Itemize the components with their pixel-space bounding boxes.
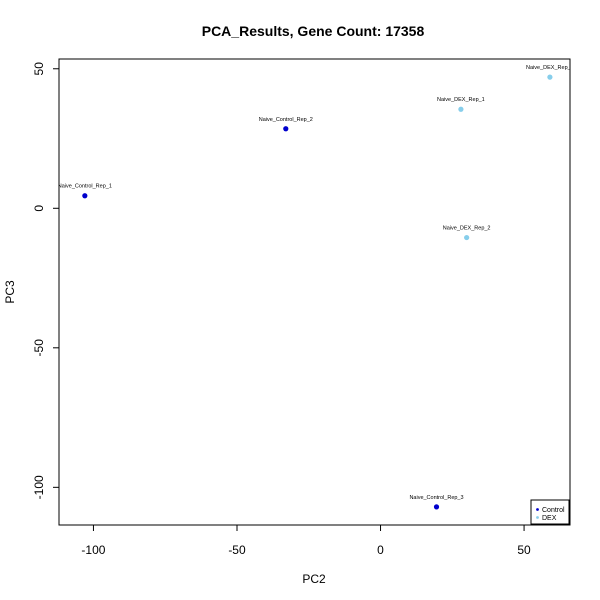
data-point (82, 193, 88, 199)
chart-title: PCA_Results, Gene Count: 17358 (202, 23, 425, 39)
x-axis: -100 -50 0 50 (81, 524, 531, 557)
point-label: Naive_Control_Rep_2 (259, 117, 313, 123)
legend-marker (536, 516, 539, 519)
legend-box (530, 499, 570, 525)
x-tick-label: 50 (517, 543, 531, 557)
legend-label: Control (542, 507, 565, 514)
point-label: Naive_Control_Rep_3 (409, 495, 463, 501)
data-point (283, 126, 289, 132)
legend-label: DEX (542, 515, 557, 522)
y-tick-label: -100 (32, 475, 46, 499)
data-point (458, 106, 464, 112)
x-tick-label: -100 (81, 543, 105, 557)
y-tick-label: 50 (32, 62, 46, 76)
plot-frame (58, 58, 571, 526)
x-tick-label: -50 (228, 543, 246, 557)
point-label: Naive_DEX_Rep_3 (526, 65, 574, 71)
y-tick-label: -50 (32, 339, 46, 357)
y-axis: -100 -50 0 50 (32, 62, 60, 499)
point-label: Naive_Control_Rep_1 (58, 184, 112, 190)
point-label: Naive_DEX_Rep_2 (443, 226, 491, 232)
data-point (547, 74, 553, 80)
x-tick-label: 0 (377, 543, 384, 557)
data-point (464, 234, 470, 241)
x-axis-label: PC2 (302, 572, 326, 586)
y-tick-label: 0 (32, 205, 46, 212)
y-axis-label: PC3 (3, 280, 17, 304)
legend-marker (536, 508, 539, 511)
data-points: Naive_Control_Rep_1 Naive_Control_Rep_2 Na… (58, 65, 574, 510)
data-point (433, 504, 440, 510)
point-label: Naive_DEX_Rep_1 (437, 97, 485, 103)
